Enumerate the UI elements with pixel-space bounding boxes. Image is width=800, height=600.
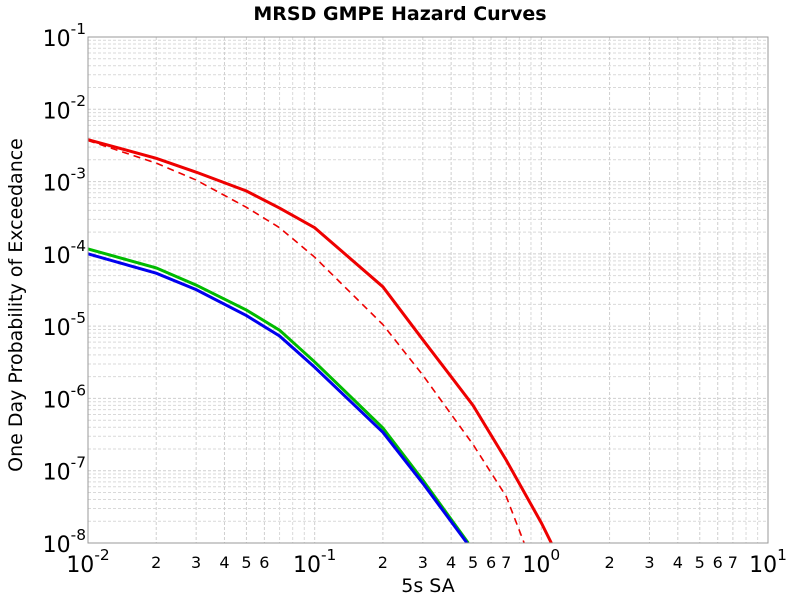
tick-base: 4: [446, 553, 456, 572]
tick-label: 7: [501, 553, 511, 572]
tick-label: 10-1: [293, 546, 336, 578]
tick-exponent: -1: [321, 546, 336, 564]
tick-base: 2: [604, 553, 614, 572]
tick-base: 6: [713, 553, 723, 572]
tick-label: 10-8: [43, 526, 86, 558]
tick-base: 10: [43, 172, 71, 197]
tick-base: 10: [43, 388, 71, 413]
tick-label: 10-6: [43, 381, 86, 413]
tick-label: 3: [191, 553, 201, 572]
plot-area: [88, 37, 768, 543]
tick-label: 2: [604, 553, 614, 572]
chart-title: MRSD GMPE Hazard Curves: [253, 3, 546, 25]
tick-exponent: -6: [71, 381, 86, 399]
tick-label: 2: [151, 553, 161, 572]
tick-label: 10-1: [43, 20, 86, 52]
tick-label: 6: [259, 553, 269, 572]
lines: [88, 138, 553, 543]
tick-label: 6: [713, 553, 723, 572]
tick-base: 3: [191, 553, 201, 572]
tick-label: 5: [695, 553, 705, 572]
hazard-curve: [88, 252, 469, 543]
tick-base: 10: [43, 244, 71, 269]
tick-exponent: -7: [71, 454, 86, 472]
tick-base: 5: [468, 553, 478, 572]
tick-base: 2: [151, 553, 161, 572]
tick-label: 10-5: [43, 309, 86, 341]
tick-base: 6: [259, 553, 269, 572]
tick-base: 7: [728, 553, 738, 572]
hazard-curve: [88, 138, 553, 543]
tick-base: 5: [241, 553, 251, 572]
tick-exponent: -8: [71, 526, 86, 544]
tick-base: 10: [43, 99, 71, 124]
tick-base: 3: [644, 553, 654, 572]
tick-exponent: -3: [71, 164, 86, 182]
tick-exponent: -2: [71, 92, 86, 110]
tick-label: 10-2: [43, 92, 86, 124]
tick-label: 3: [644, 553, 654, 572]
plot-frame: [87, 36, 769, 544]
tick-label: 10-7: [43, 454, 86, 486]
tick-base: 10: [43, 533, 71, 558]
hazard-curve: [88, 139, 525, 543]
tick-label: 3: [418, 553, 428, 572]
tick-base: 10: [293, 553, 321, 578]
tick-label: 5: [241, 553, 251, 572]
x-axis-label: 5s SA: [401, 575, 454, 597]
tick-label: 5: [468, 553, 478, 572]
tick-base: 10: [43, 316, 71, 341]
tick-base: 3: [418, 553, 428, 572]
tick-base: 7: [501, 553, 511, 572]
tick-label: 7: [728, 553, 738, 572]
tick-base: 10: [522, 553, 550, 578]
tick-label: 2: [378, 553, 388, 572]
tick-base: 10: [66, 553, 94, 578]
tick-label: 6: [486, 553, 496, 572]
tick-base: 4: [219, 553, 229, 572]
tick-label: 10-4: [43, 237, 86, 269]
tick-label: 4: [673, 553, 683, 572]
tick-exponent: 0: [550, 546, 560, 564]
tick-base: 2: [378, 553, 388, 572]
hazard-curve: [88, 247, 470, 543]
tick-exponent: -1: [71, 20, 86, 38]
tick-label: 10-3: [43, 164, 86, 196]
tick-label: 4: [446, 553, 456, 572]
tick-base: 10: [749, 553, 777, 578]
tick-exponent: 1: [777, 546, 787, 564]
tick-exponent: -5: [71, 309, 86, 327]
tick-label: 4: [219, 553, 229, 572]
tick-exponent: -4: [71, 237, 86, 255]
tick-label: 10-2: [66, 546, 109, 578]
tick-label: 101: [749, 546, 787, 578]
tick-base: 5: [695, 553, 705, 572]
tick-base: 10: [43, 27, 71, 52]
tick-base: 10: [43, 461, 71, 486]
tick-labels: 10-810-710-610-510-410-310-210-110-2 2 3 4 5…: [43, 20, 787, 578]
tick-base: 6: [486, 553, 496, 572]
tick-label: 100: [522, 546, 560, 578]
tick-base: 4: [673, 553, 683, 572]
y-axis-label: One Day Probability of Exceedance: [5, 138, 27, 472]
tick-exponent: -2: [94, 546, 109, 564]
